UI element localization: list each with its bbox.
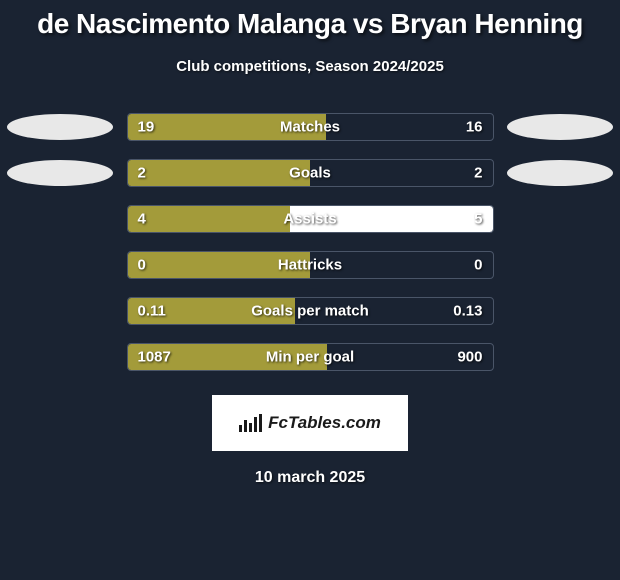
date-text: 10 march 2025	[255, 469, 365, 487]
stat-value-left: 4	[138, 211, 146, 228]
stats-area: 19 Matches 16 2 Goals 2 4 Assists	[0, 113, 620, 371]
stat-value-right: 5	[474, 211, 482, 228]
stat-bar: 1087 Min per goal 900	[127, 343, 494, 371]
stat-bar: 4 Assists 5	[127, 205, 494, 233]
stat-label: Assists	[283, 211, 336, 228]
stat-label: Min per goal	[266, 349, 354, 366]
stat-label: Matches	[280, 119, 340, 136]
stat-row: 19 Matches 16	[0, 113, 620, 141]
stat-value-left: 19	[138, 119, 155, 136]
stat-value-right: 0	[474, 257, 482, 274]
stat-row: 4 Assists 5	[0, 205, 620, 233]
stat-row: 1087 Min per goal 900	[0, 343, 620, 371]
stat-row: 0.11 Goals per match 0.13	[0, 297, 620, 325]
stat-label: Goals per match	[251, 303, 369, 320]
page-title: de Nascimento Malanga vs Bryan Henning	[37, 8, 583, 40]
stat-bar: 0.11 Goals per match 0.13	[127, 297, 494, 325]
stat-value-right: 900	[457, 349, 482, 366]
comparison-infographic: de Nascimento Malanga vs Bryan Henning C…	[0, 0, 620, 580]
fctables-badge: FcTables.com	[212, 395, 408, 451]
stat-value-right: 16	[466, 119, 483, 136]
stat-bar: 0 Hattricks 0	[127, 251, 494, 279]
stat-value-left: 0	[138, 257, 146, 274]
stat-bar: 19 Matches 16	[127, 113, 494, 141]
stat-value-left: 0.11	[138, 303, 166, 320]
stat-bar: 2 Goals 2	[127, 159, 494, 187]
fctables-label: FcTables.com	[268, 413, 381, 433]
bar-left-segment	[128, 206, 290, 232]
stat-row: 0 Hattricks 0	[0, 251, 620, 279]
bar-right-segment	[310, 160, 493, 186]
player-right-ellipse	[507, 160, 613, 186]
stat-value-left: 2	[138, 165, 146, 182]
stat-row: 2 Goals 2	[0, 159, 620, 187]
chart-bars-icon	[239, 414, 262, 432]
subtitle: Club competitions, Season 2024/2025	[176, 58, 444, 75]
player-left-ellipse	[7, 160, 113, 186]
stat-value-left: 1087	[138, 349, 171, 366]
stat-value-right: 2	[474, 165, 482, 182]
stat-value-right: 0.13	[453, 303, 482, 320]
player-left-ellipse	[7, 114, 113, 140]
player-right-ellipse	[507, 114, 613, 140]
stat-label: Hattricks	[278, 257, 342, 274]
stat-label: Goals	[289, 165, 331, 182]
bar-left-segment	[128, 160, 311, 186]
